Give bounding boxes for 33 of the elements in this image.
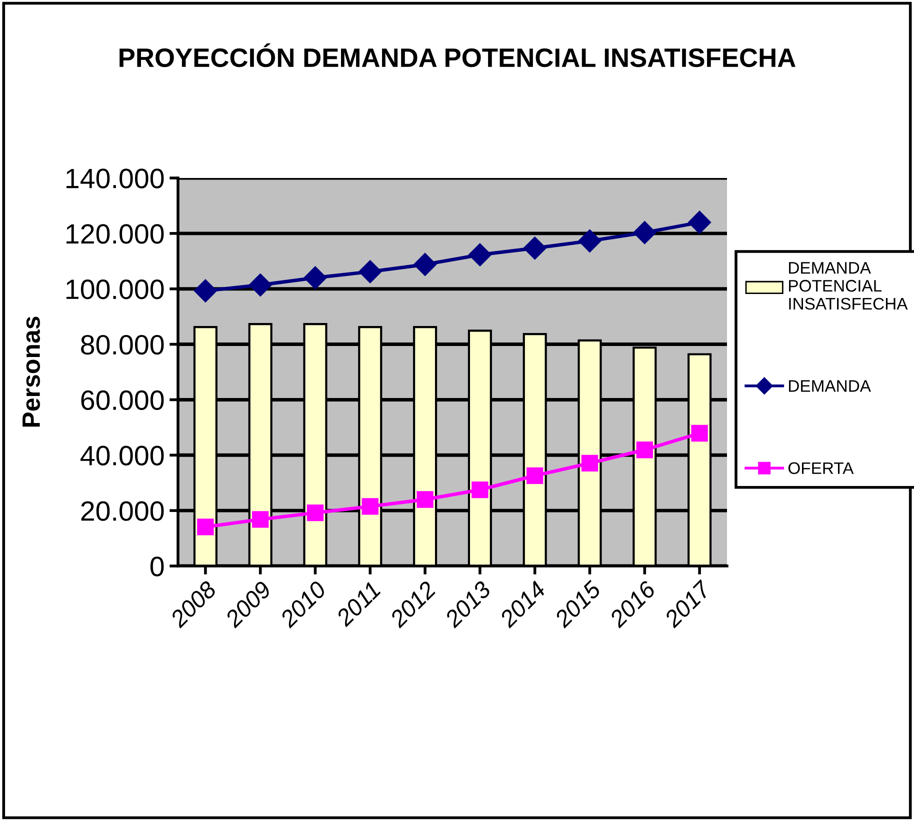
point	[358, 260, 382, 284]
point	[581, 454, 598, 472]
legend-label: OFERTA	[788, 462, 854, 474]
point	[194, 279, 217, 302]
legend-label: DEMANDA	[789, 380, 871, 392]
legend-label: DEMANDA POTENCIAL INSATISFECHA	[789, 262, 908, 310]
y-tick-label: 20.000	[81, 501, 164, 521]
y-tick-label: 80.000	[81, 334, 164, 355]
point	[523, 236, 546, 260]
point	[252, 511, 269, 528]
point	[633, 221, 656, 244]
point	[197, 518, 214, 536]
point	[578, 229, 602, 252]
y-tick-label: 40.000	[80, 446, 164, 466]
y-tick-label: 140.000	[66, 168, 164, 188]
y-tick-label: 120.000	[66, 224, 164, 244]
point	[468, 243, 492, 266]
point	[304, 266, 327, 290]
y-tick-label: 60.000	[81, 390, 164, 410]
point	[472, 481, 488, 498]
y-axis-title: Personas	[22, 316, 40, 427]
point	[416, 491, 434, 508]
point	[306, 504, 324, 522]
point	[362, 498, 378, 515]
chart-title: PROYECCIÓN DEMANDA POTENCIAL INSATISFECHA	[120, 43, 796, 68]
point	[248, 273, 272, 296]
point	[688, 210, 712, 234]
point	[691, 424, 708, 442]
point	[414, 252, 437, 276]
y-tick-label: 0	[150, 556, 164, 576]
y-tick-label: 100.000	[66, 280, 164, 300]
point	[636, 442, 653, 458]
point	[526, 467, 544, 484]
